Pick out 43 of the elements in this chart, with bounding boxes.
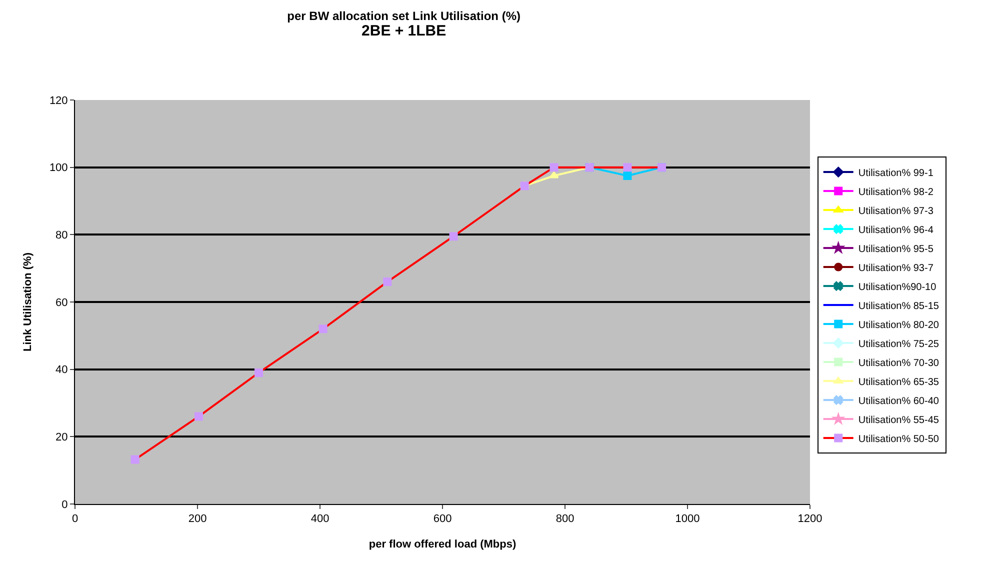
x-axis-title: per flow offered load (Mbps): [368, 538, 516, 550]
y-tick-label: 0: [62, 498, 68, 511]
y-axis-title: Link Utilisation (%): [22, 252, 34, 352]
point: [383, 278, 392, 286]
legend-label: Utilisation% 60-40: [858, 396, 940, 407]
legend-label: Utilisation% 80-20: [858, 320, 940, 331]
point: [194, 412, 203, 421]
x-tick-label: 800: [556, 513, 574, 526]
legend-label: Utilisation% 97-3: [858, 206, 934, 217]
x-tick-label: 400: [310, 513, 330, 526]
chart-subtitle: 2BE + 1LBE: [362, 22, 446, 40]
legend-label: Utilisation% 93-7: [858, 262, 934, 274]
legend-label: Utilisation% 70-30: [858, 358, 940, 369]
legend-label: Utilisation% 95-5: [858, 244, 934, 255]
legend-label: Utilisation% 85-15: [858, 300, 940, 312]
legend-label: Utilisation% 75-25: [858, 338, 940, 350]
point: [550, 163, 558, 172]
legend-label: Utilisation% 98-2: [858, 186, 934, 198]
legend-label: Utilisation% 96-4: [858, 224, 934, 236]
legend-label: Utilisation% 65-35: [858, 376, 940, 388]
point: [130, 455, 140, 464]
chart-title: per BW allocation set Link Utilisation (%): [287, 8, 521, 23]
y-tick-label: 40: [56, 364, 68, 376]
x-tick-label: 1200: [798, 513, 822, 526]
legend-label: Utilisation% 99-1: [858, 168, 934, 179]
point: [623, 172, 632, 180]
x-tick-label: 0: [72, 513, 78, 526]
point: [549, 172, 559, 178]
y-tick-label: 60: [56, 296, 68, 309]
point: [254, 368, 263, 377]
x-tick-label: 600: [433, 513, 452, 526]
y-tick-label: 80: [56, 230, 68, 242]
y-tick-label: 100: [49, 162, 68, 174]
y-tick-label: 20: [56, 432, 68, 444]
x-tick-label: 1000: [675, 513, 700, 526]
legend-label: Utilisation% 50-50: [858, 434, 940, 445]
legend-label: Utilisation%90-10: [858, 282, 937, 293]
point: [623, 163, 632, 172]
point: [449, 232, 458, 241]
legend-label: Utilisation% 55-45: [858, 414, 940, 426]
point: [318, 324, 328, 334]
y-tick-label: 120: [49, 94, 68, 107]
x-tick-label: 200: [188, 513, 207, 526]
